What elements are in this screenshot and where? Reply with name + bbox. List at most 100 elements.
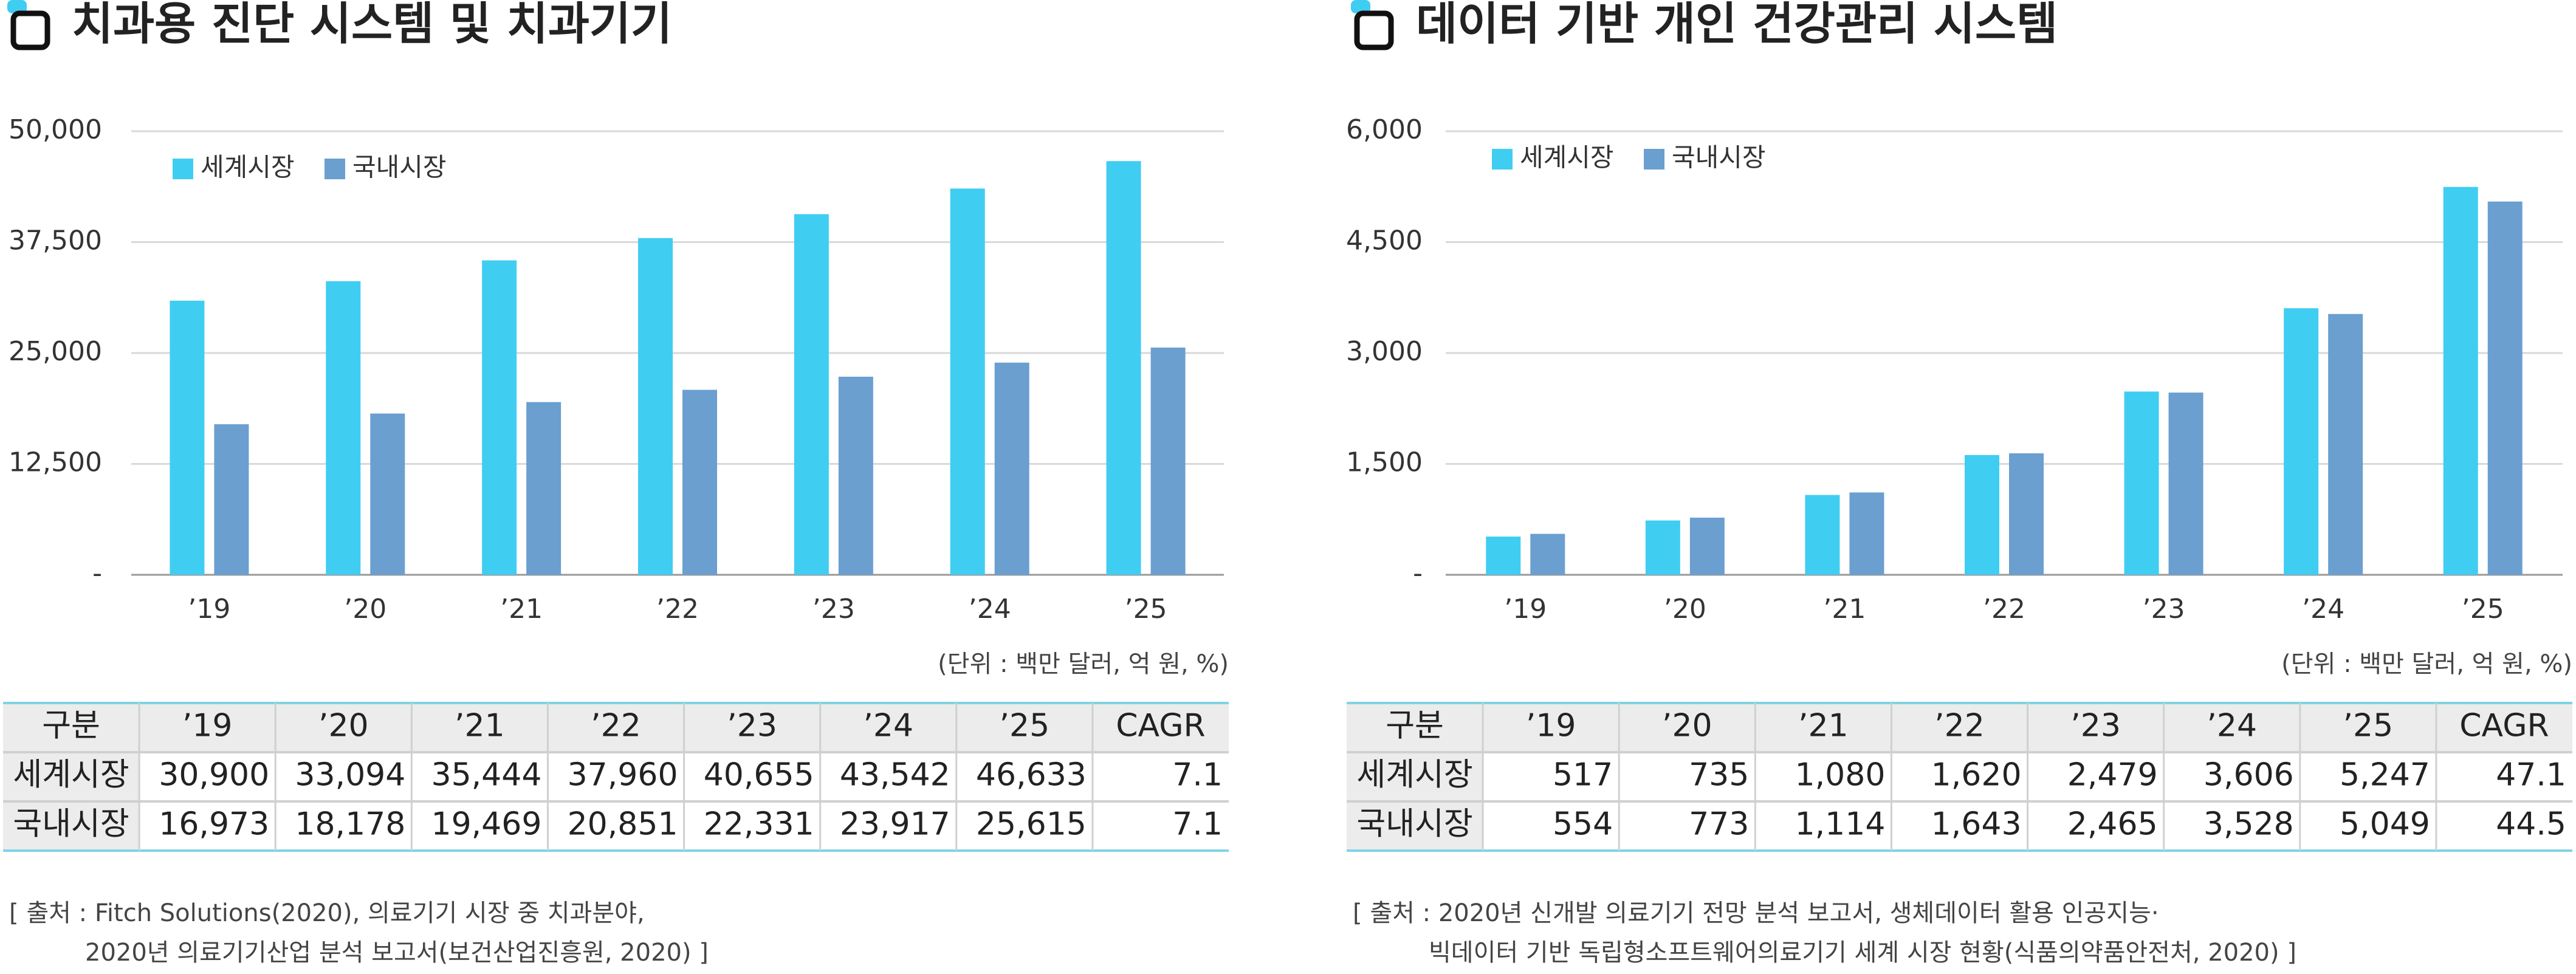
table-cell: 5,049 <box>2340 806 2430 843</box>
bar <box>2124 391 2159 575</box>
bar <box>1530 533 1565 575</box>
table-header-bg <box>3 703 1229 752</box>
table-cell: 19,469 <box>431 806 541 843</box>
bar <box>1965 454 1999 575</box>
table-cell: 37,960 <box>568 757 678 794</box>
table-header: ’22 <box>1934 708 1985 744</box>
bar <box>1689 517 1725 575</box>
table-cell: 517 <box>1553 757 1613 794</box>
table-cell: 7.1 <box>1172 757 1223 794</box>
x-tick-label: ’19 <box>188 594 230 625</box>
bar <box>1106 161 1141 575</box>
legend-label: 국내시장 <box>352 153 447 182</box>
table-header: 구분 <box>42 708 100 744</box>
table-cell: 20,851 <box>568 806 678 843</box>
table-cell: 1,114 <box>1795 806 1886 843</box>
table-cell: 44.5 <box>2496 806 2566 843</box>
bar <box>638 238 673 575</box>
table-row-header: 국내시장 <box>1356 806 1472 843</box>
bar <box>326 281 361 575</box>
table-header: ’25 <box>999 708 1049 744</box>
table-cell: 773 <box>1689 806 1749 843</box>
table-row-header: 세계시장 <box>1356 757 1472 794</box>
table-header: ’24 <box>2207 708 2257 744</box>
source-note: [ 출처 : Fitch Solutions(2020), 의료기기 시장 중 … <box>9 899 645 927</box>
bar <box>1805 495 1840 575</box>
y-tick-label: 12,500 <box>9 447 102 478</box>
table-cell: 18,178 <box>295 806 405 843</box>
y-tick-label: - <box>92 558 102 589</box>
y-tick-label: - <box>1413 558 1423 589</box>
x-tick-label: ’19 <box>1504 594 1547 625</box>
table-cell: 5,247 <box>2340 757 2430 794</box>
table-cell: 3,528 <box>2203 806 2294 843</box>
bar <box>1849 492 1884 575</box>
bar <box>794 214 829 575</box>
table-cell: 7.1 <box>1172 806 1223 843</box>
table-cell: 2,479 <box>2067 757 2158 794</box>
y-tick-label: 1,500 <box>1346 447 1423 478</box>
icon <box>7 0 1394 50</box>
table-header: 구분 <box>1386 708 1444 744</box>
table-header: ’21 <box>1798 708 1849 744</box>
table-header: CAGR <box>2459 708 2549 744</box>
table-header: ’24 <box>863 708 913 744</box>
legend-swatch <box>173 159 193 179</box>
y-tick-label: 37,500 <box>9 225 102 256</box>
x-tick-label: ’21 <box>500 594 543 625</box>
table-cell: 40,655 <box>704 757 814 794</box>
table-header: ’23 <box>727 708 777 744</box>
table-cell: 47.1 <box>2496 757 2566 794</box>
table-cell: 735 <box>1689 757 1749 794</box>
source-note: [ 출처 : 2020년 신개발 의료기기 전망 분석 보고서, 생체데이터 활… <box>1353 899 2159 927</box>
bar <box>1150 348 1186 575</box>
legend-swatch <box>1644 149 1664 170</box>
unit-note: (단위 : 백만 달러, 억 원, %) <box>938 650 1229 678</box>
bar <box>2168 393 2203 575</box>
table-header: ’21 <box>455 708 505 744</box>
table-header-bg <box>1347 703 2572 752</box>
table-cell: 3,606 <box>2203 757 2294 794</box>
chart-title: 치과용 진단 시스템 및 치과기기 <box>72 0 672 50</box>
table-cell: 30,900 <box>159 757 269 794</box>
table-cell: 46,633 <box>976 757 1087 794</box>
bar <box>2487 201 2523 575</box>
table-cell: 1,620 <box>1931 757 2022 794</box>
y-tick-label: 4,500 <box>1346 225 1423 256</box>
table-cell: 23,917 <box>840 806 950 843</box>
bar <box>838 376 873 575</box>
y-tick-label: 6,000 <box>1346 114 1423 145</box>
table-cell: 1,643 <box>1931 806 2022 843</box>
y-tick-label: 25,000 <box>9 336 102 367</box>
x-tick-label: ’21 <box>1823 594 1866 625</box>
bar <box>526 402 562 575</box>
table-row-header: 세계시장 <box>13 757 129 794</box>
legend-swatch <box>1492 149 1513 170</box>
source-note: 빅데이터 기반 독립형소프트웨어의료기기 세계 시장 현황(식품의약품안전처, … <box>1429 939 2296 967</box>
x-tick-label: ’22 <box>1983 594 2025 625</box>
source-note: 2020년 의료기기산업 분석 보고서(보건산업진흥원, 2020) ] <box>85 939 709 967</box>
y-tick-label: 50,000 <box>9 114 102 145</box>
x-tick-label: ’25 <box>2462 594 2504 625</box>
table-header: ’19 <box>182 708 233 744</box>
x-tick-label: ’20 <box>1664 594 1706 625</box>
bar <box>2328 314 2363 575</box>
bar <box>214 424 249 575</box>
table-cell: 16,973 <box>159 806 269 843</box>
table-header: ’20 <box>1662 708 1712 744</box>
x-tick-label: ’23 <box>812 594 855 625</box>
table-cell: 43,542 <box>840 757 950 794</box>
table-header: CAGR <box>1116 708 1205 744</box>
bar <box>482 260 517 575</box>
bar <box>2443 187 2478 575</box>
table-cell: 33,094 <box>295 757 405 794</box>
legend-swatch <box>325 159 345 179</box>
bar <box>2009 453 2044 575</box>
bar <box>950 188 985 575</box>
table-header: ’23 <box>2070 708 2121 744</box>
table-cell: 22,331 <box>704 806 814 843</box>
table-header: ’22 <box>591 708 641 744</box>
unit-note: (단위 : 백만 달러, 억 원, %) <box>2281 650 2572 678</box>
legend-label: 세계시장 <box>201 153 295 182</box>
